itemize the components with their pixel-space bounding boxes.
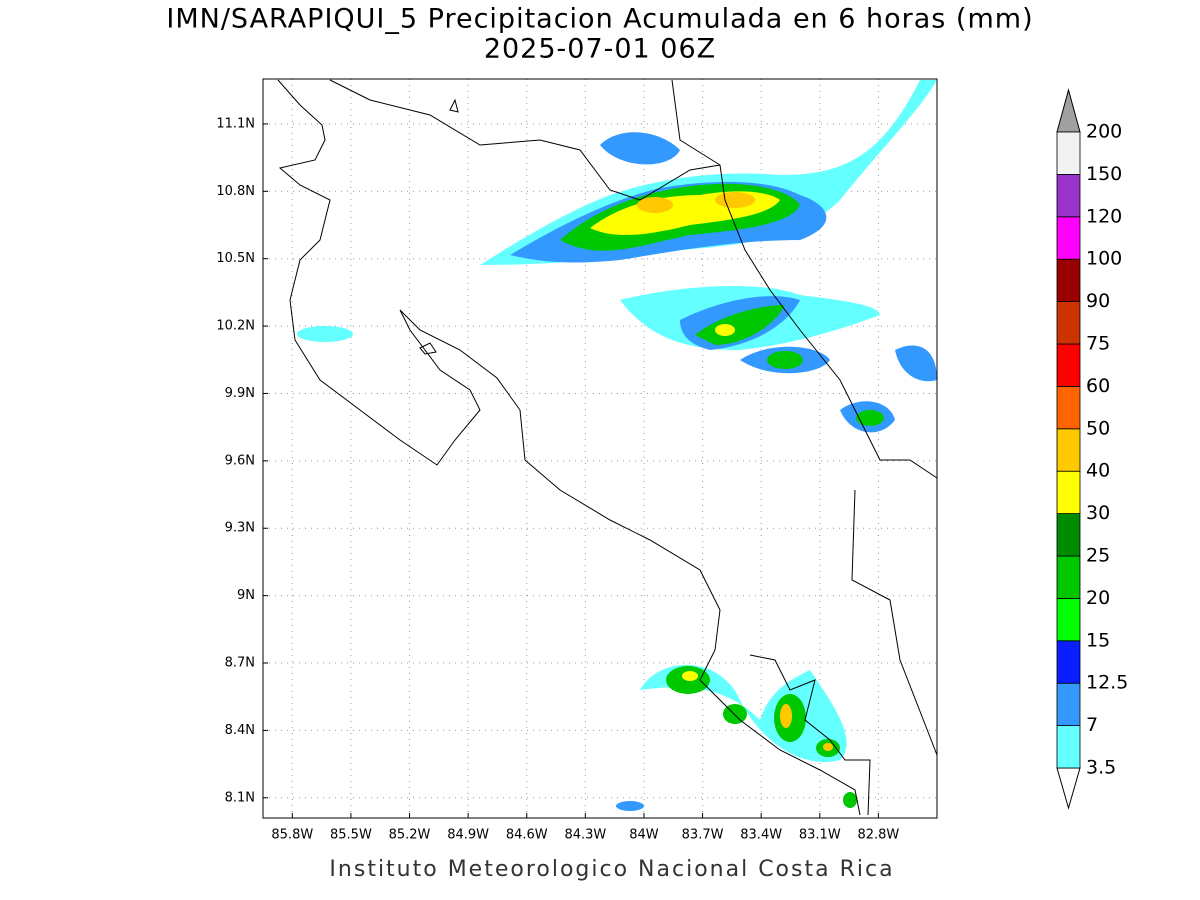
colorbar-segment [1056,173,1081,218]
colorbar-segment [1056,343,1081,387]
y-tick-label: 11.1N [216,116,255,131]
y-tick-label: 10.8N [216,184,255,199]
colorbar-label: 60 [1086,375,1110,397]
colorbar-segment [1056,470,1081,515]
colorbar-segment [1056,131,1081,175]
colorbar-label: 20 [1086,587,1110,609]
colorbar-label: 75 [1086,333,1110,355]
colorbar-label: 12.5 [1086,672,1128,694]
subtitle: 2025-07-01 06Z [484,34,716,65]
y-tick-label: 9N [237,588,255,603]
coastlines [277,79,938,816]
colorbar-segment [1056,640,1081,684]
x-tick-label: 83.4W [740,828,782,843]
y-tick-label: 8.1N [225,790,255,805]
y-tick-label: 10.2N [216,319,255,334]
colorbar-segment [1056,385,1081,430]
colorbar: 3.5 7 12.5 15 20 25 30 40 50 60 75 90 100 120 150 200 [1056,88,1128,810]
x-tick-label: 85.8W [271,828,313,843]
colorbar-label: 200 [1086,121,1122,143]
colorbar-label: 100 [1086,248,1122,270]
colorbar-segment [1056,513,1081,557]
colorbar-segment [1056,216,1081,260]
title: IMN/SARAPIQUI_5 Precipitacion Acumulada … [166,4,1033,35]
colorbar-segment [1056,682,1081,727]
x-tick-label: 83.7W [682,828,724,843]
plot-area [262,78,938,819]
colorbar-label: 120 [1086,205,1122,227]
colorbar-segment [1056,258,1081,303]
x-tick-label: 84W [629,828,659,843]
x-tick-label: 83.1W [799,828,841,843]
y-tick-label: 8.4N [225,723,255,738]
colorbar-label: 25 [1086,545,1110,567]
colorbar-label: 50 [1086,417,1110,439]
footer: Instituto Meteorologico Nacional Costa R… [329,857,894,882]
x-tick-label: 85.2W [389,828,431,843]
colorbar-label: 30 [1086,502,1110,524]
colorbar-label: 150 [1086,163,1122,185]
y-tick-label: 9.9N [225,386,255,401]
colorbar-under [1056,767,1081,810]
x-tick-label: 84.6W [506,828,548,843]
x-tick-label: 82.8W [857,828,899,843]
colorbar-segment [1056,598,1081,642]
colorbar-label: 7 [1086,714,1098,736]
colorbar-segment [1056,725,1081,769]
x-tick-label: 85.5W [330,828,372,843]
precip-blobs [297,80,937,811]
colorbar-segment [1056,428,1081,472]
colorbar-over [1056,88,1081,133]
colorbar-label: 15 [1086,629,1110,651]
colorbar-label: 40 [1086,460,1110,482]
colorbar-label: 3.5 [1086,757,1116,779]
x-tick-label: 84.3W [564,828,606,843]
y-tick-label: 10.5N [216,251,255,266]
y-tick-label: 9.6N [225,453,255,468]
colorbar-segment [1056,555,1081,599]
x-tick-label: 84.9W [447,828,489,843]
y-tick-label: 8.7N [225,656,255,671]
y-tick-label: 9.3N [225,521,255,536]
plot-frame [262,78,938,819]
colorbar-segment [1056,301,1081,345]
colorbar-label: 90 [1086,290,1110,312]
